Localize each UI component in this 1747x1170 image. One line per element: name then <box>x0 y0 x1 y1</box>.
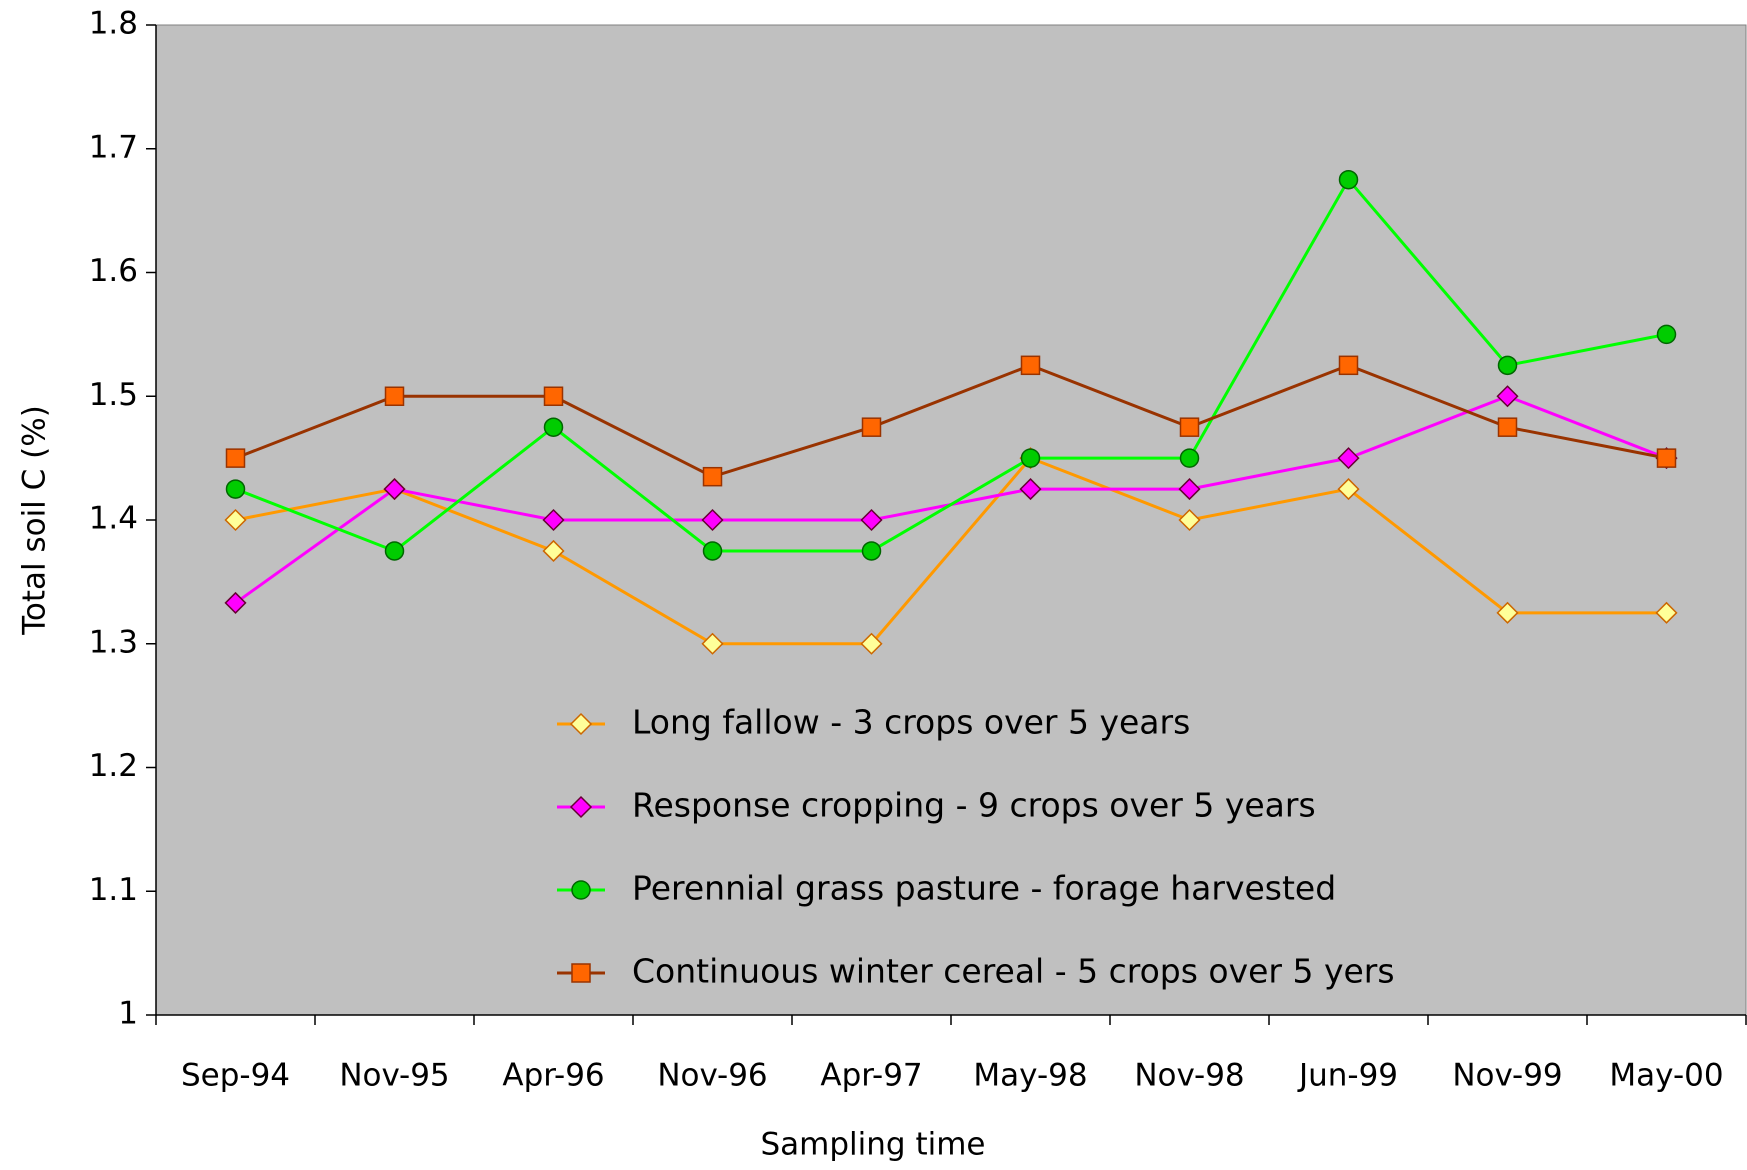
marker <box>1020 448 1041 468</box>
y-tick-label: 1.2 <box>89 748 138 784</box>
y-axis-title: Total soil C (%) <box>17 405 53 636</box>
series-line <box>235 456 1667 646</box>
x-tick-label: May-98 <box>973 1058 1087 1094</box>
y-tick-label: 1.4 <box>89 501 138 537</box>
marker <box>1497 417 1518 437</box>
marker <box>542 508 565 532</box>
marker <box>569 795 593 819</box>
series-line <box>234 177 1667 553</box>
marker <box>542 539 565 562</box>
legend-label: Continuous winter cereal - 5 crops over … <box>632 952 1395 991</box>
marker <box>861 541 882 561</box>
x-tick-label: Jun-99 <box>1297 1058 1398 1094</box>
y-tick-label: 1.1 <box>89 872 138 908</box>
marker <box>1337 447 1360 470</box>
marker <box>383 478 406 501</box>
marker <box>384 541 405 561</box>
marker <box>1337 478 1360 501</box>
marker <box>860 632 883 655</box>
y-tick-label: 1.6 <box>89 253 138 289</box>
marker <box>860 508 883 532</box>
marker <box>1655 601 1678 624</box>
marker <box>384 386 405 406</box>
x-tick-label: Apr-96 <box>502 1058 604 1094</box>
marker <box>702 541 723 561</box>
marker <box>569 712 593 736</box>
marker <box>1020 355 1041 376</box>
y-tick-label: 1.7 <box>89 129 138 165</box>
legend-label: Response cropping - 9 crops over 5 years <box>632 786 1316 825</box>
marker <box>1019 478 1042 501</box>
marker <box>543 417 564 437</box>
legend-label: Perennial grass pasture - forage harvest… <box>632 869 1336 908</box>
marker <box>1178 508 1201 532</box>
marker <box>861 417 882 437</box>
marker <box>225 479 246 499</box>
x-axis-title: Sampling time <box>761 1127 986 1163</box>
plot-area <box>155 24 1747 1016</box>
legend-label: Long fallow - 3 crops over 5 years <box>632 703 1190 742</box>
marker <box>701 632 724 655</box>
marker <box>1497 355 1518 376</box>
marker <box>1656 448 1677 468</box>
marker <box>224 591 247 614</box>
marker <box>1179 417 1200 437</box>
x-tick-label: Sep-94 <box>181 1058 290 1094</box>
marker <box>543 386 564 406</box>
x-tick-label: Nov-99 <box>1452 1058 1562 1094</box>
marker <box>701 508 724 532</box>
marker <box>1496 601 1519 624</box>
y-tick-label: 1.5 <box>89 377 138 413</box>
marker <box>702 466 723 487</box>
marker <box>1179 448 1200 468</box>
y-tick-label: 1 <box>118 996 138 1032</box>
x-tick-label: Apr-97 <box>820 1058 922 1094</box>
marker <box>1656 324 1677 345</box>
marker <box>1338 169 1359 190</box>
marker <box>571 963 591 983</box>
x-tick-label: Nov-96 <box>657 1058 767 1094</box>
marker <box>1496 385 1519 408</box>
marker <box>1178 478 1201 501</box>
x-tick-label: May-00 <box>1609 1058 1723 1094</box>
marker <box>1338 355 1359 376</box>
series-line <box>234 363 1667 479</box>
y-tick-label: 1.8 <box>89 6 138 42</box>
marker <box>225 448 246 468</box>
marker <box>224 508 247 532</box>
x-tick-label: Nov-98 <box>1134 1058 1244 1094</box>
marker <box>571 880 591 900</box>
x-tick-label: Nov-95 <box>339 1058 449 1094</box>
y-tick-label: 1.3 <box>89 624 138 660</box>
